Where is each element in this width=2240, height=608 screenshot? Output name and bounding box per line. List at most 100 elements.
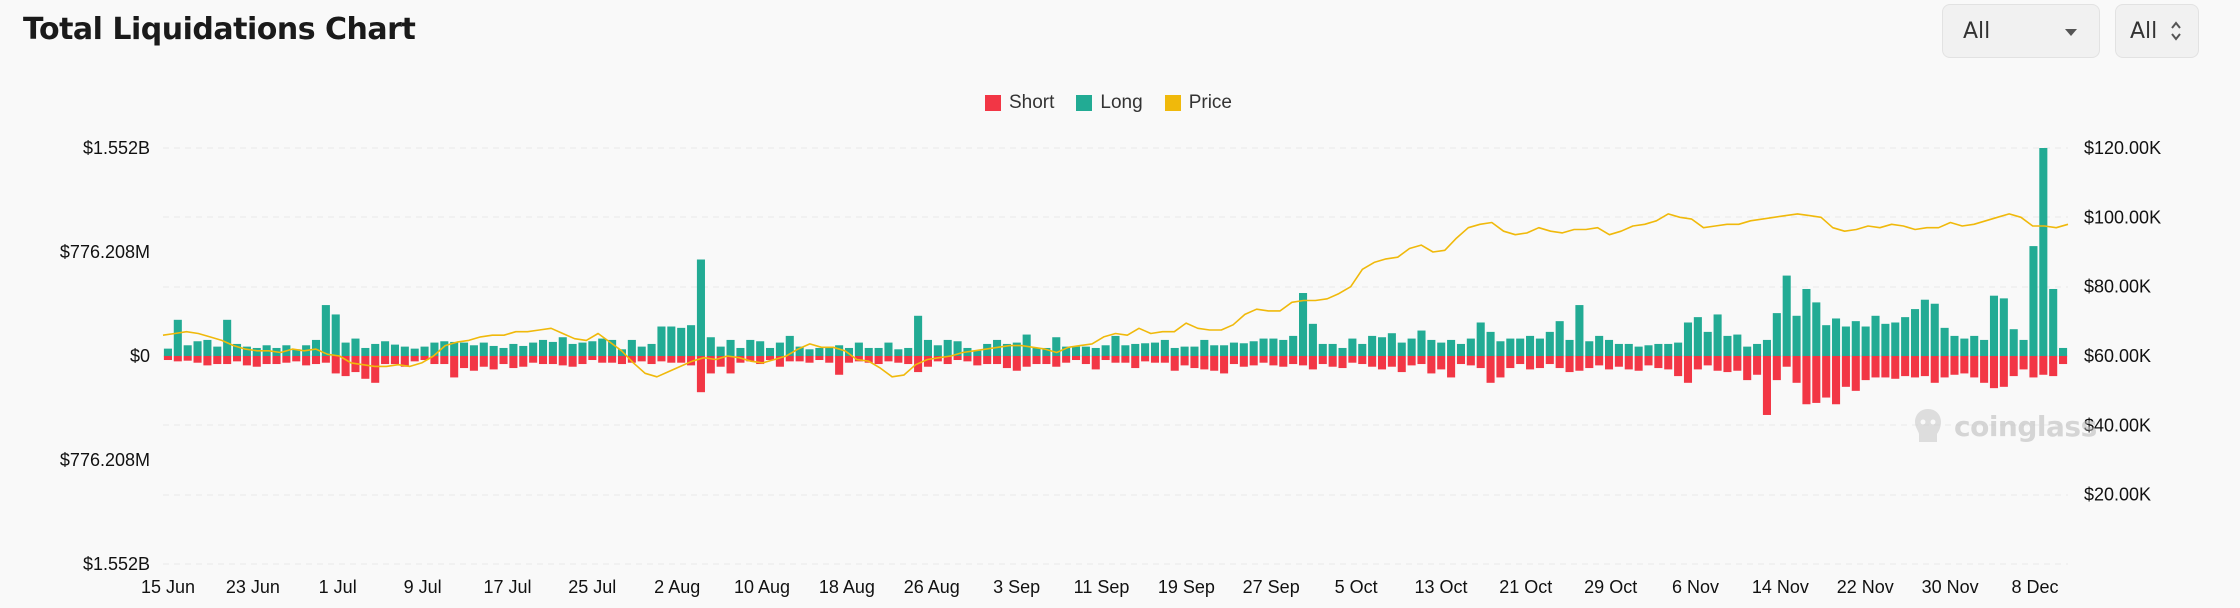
long-bar bbox=[2049, 288, 2058, 356]
long-bar bbox=[795, 346, 804, 356]
long-bar bbox=[1910, 309, 1920, 356]
x-axis-tick: 27 Sep bbox=[1243, 577, 1300, 597]
x-axis-tick: 26 Aug bbox=[904, 577, 960, 597]
short-bar bbox=[687, 356, 696, 366]
long-bar bbox=[696, 259, 705, 356]
y-axis-left-tick: $776.208M bbox=[60, 242, 150, 262]
long-bar bbox=[1526, 335, 1535, 356]
short-bar bbox=[1427, 356, 1436, 374]
short-bar bbox=[598, 356, 607, 363]
short-bar bbox=[1940, 356, 1949, 378]
short-bar bbox=[262, 356, 271, 365]
short-bar bbox=[1368, 356, 1377, 367]
short-bar bbox=[242, 356, 251, 366]
short-bar bbox=[1506, 356, 1515, 369]
short-bar bbox=[1387, 356, 1396, 367]
short-bar bbox=[163, 356, 172, 361]
long-bar bbox=[558, 337, 567, 356]
short-bar bbox=[1299, 356, 1308, 366]
short-bar bbox=[1644, 356, 1653, 366]
short-bar bbox=[1802, 356, 1811, 405]
long-bar bbox=[608, 339, 617, 356]
short-bar bbox=[1377, 356, 1387, 370]
short-bar bbox=[1999, 356, 2008, 387]
long-bar bbox=[1407, 338, 1416, 356]
long-bar bbox=[538, 339, 548, 356]
short-bar bbox=[835, 356, 844, 375]
long-bar bbox=[983, 343, 992, 356]
y-axis-right-tick: $20.00K bbox=[2084, 485, 2151, 505]
short-bar bbox=[805, 356, 814, 363]
long-bar bbox=[904, 347, 913, 356]
long-bar bbox=[1901, 317, 1910, 356]
short-bar bbox=[203, 356, 212, 366]
long-bar bbox=[1150, 342, 1160, 356]
short-bar bbox=[1022, 356, 1031, 367]
short-bar bbox=[1654, 356, 1663, 369]
long-bar bbox=[1348, 338, 1357, 356]
long-bar bbox=[1160, 339, 1169, 356]
short-bar bbox=[1713, 356, 1722, 371]
long-bar bbox=[173, 319, 182, 356]
short-bar bbox=[1002, 356, 1011, 369]
price-line bbox=[162, 213, 2069, 378]
long-bar bbox=[726, 339, 735, 356]
short-bar bbox=[302, 356, 311, 366]
short-bar bbox=[1753, 356, 1762, 375]
long-bar bbox=[2059, 347, 2068, 356]
legend-item-short[interactable]: Short bbox=[985, 92, 1054, 114]
short-bar bbox=[608, 356, 617, 363]
short-bar bbox=[1456, 356, 1465, 365]
long-bar bbox=[1881, 323, 1890, 356]
short-bar bbox=[1989, 356, 1999, 389]
short-bar bbox=[420, 356, 429, 361]
long-bar bbox=[410, 348, 419, 356]
long-bar bbox=[667, 326, 676, 356]
legend-label-long: Long bbox=[1100, 92, 1143, 113]
short-bar bbox=[1930, 356, 1939, 383]
long-bar bbox=[1989, 295, 1999, 356]
x-axis-tick: 23 Jun bbox=[226, 577, 280, 597]
short-bar bbox=[726, 356, 735, 374]
short-bar bbox=[440, 356, 449, 365]
short-bar bbox=[1832, 356, 1841, 405]
x-axis-tick: 21 Oct bbox=[1499, 577, 1552, 597]
short-bar bbox=[1437, 356, 1446, 370]
long-bar bbox=[213, 346, 222, 356]
coin-select-value: All bbox=[1963, 18, 1991, 44]
short-bar bbox=[2029, 356, 2038, 378]
long-bar bbox=[598, 338, 607, 356]
legend-item-price[interactable]: Price bbox=[1164, 92, 1232, 114]
legend-item-long[interactable]: Long bbox=[1076, 92, 1143, 114]
long-bar bbox=[835, 345, 844, 356]
long-bar bbox=[805, 349, 814, 356]
long-bar bbox=[637, 346, 646, 356]
x-axis-tick: 25 Jul bbox=[568, 577, 616, 597]
long-bar bbox=[1703, 331, 1712, 356]
long-bar bbox=[864, 347, 873, 356]
short-bar bbox=[568, 356, 577, 367]
x-axis-tick: 2 Aug bbox=[654, 577, 700, 597]
short-bar bbox=[1871, 356, 1880, 378]
x-axis-tick: 22 Nov bbox=[1837, 577, 1894, 597]
short-bar bbox=[1328, 356, 1337, 367]
long-bar bbox=[1141, 343, 1150, 356]
long-bar bbox=[223, 319, 232, 356]
long-bar bbox=[1683, 322, 1693, 356]
short-bar bbox=[894, 356, 903, 363]
long-bar bbox=[825, 346, 834, 356]
short-bar bbox=[430, 356, 439, 365]
long-bar bbox=[2029, 246, 2038, 356]
x-axis-tick: 1 Jul bbox=[319, 577, 357, 597]
short-bar bbox=[1693, 356, 1702, 370]
short-bar bbox=[252, 356, 261, 367]
short-bar bbox=[657, 356, 666, 362]
long-bar bbox=[617, 349, 627, 356]
long-bar bbox=[548, 341, 557, 356]
range-select[interactable]: All bbox=[2115, 4, 2199, 58]
long-bar bbox=[1111, 335, 1120, 356]
coin-select[interactable]: All bbox=[1942, 4, 2100, 58]
long-bar bbox=[973, 350, 982, 356]
y-axis-left-tick: $1.552B bbox=[83, 554, 150, 574]
short-bar bbox=[667, 356, 676, 363]
